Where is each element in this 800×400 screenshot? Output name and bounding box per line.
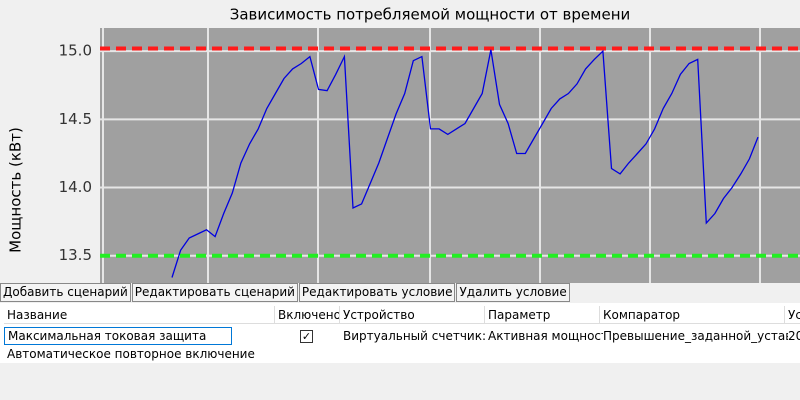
y-tick-label: 14.0 bbox=[59, 178, 92, 196]
toolbar: Добавить сценарий Редактировать сценарий Р… bbox=[0, 283, 571, 302]
line-series bbox=[171, 49, 759, 278]
checkbox-cell[interactable]: ✓ bbox=[275, 327, 340, 345]
column-header[interactable]: Ус bbox=[785, 306, 800, 324]
table-cell[interactable]: Виртуальный счетчик: #1 bbox=[343, 329, 488, 343]
y-tick-label: 14.5 bbox=[59, 110, 92, 128]
y-axis-label: Мощность (кВт) bbox=[7, 127, 25, 253]
toolbar-button[interactable]: Редактировать условие bbox=[298, 283, 456, 302]
toolbar-button[interactable]: Добавить сценарий bbox=[0, 283, 131, 302]
table: Название Включено Устройство Параметр Компар… bbox=[0, 303, 800, 363]
table-cell[interactable]: 20 bbox=[788, 329, 800, 343]
column-header[interactable]: Включено bbox=[275, 306, 340, 324]
column-header[interactable]: Параметр bbox=[485, 306, 600, 324]
table-cell[interactable]: Превышение_заданной_уставки bbox=[603, 329, 788, 343]
x-grid bbox=[102, 28, 761, 283]
table-cell[interactable]: Активная мощность bbox=[488, 329, 603, 343]
column-header[interactable]: Название bbox=[4, 306, 275, 324]
toolbar-button[interactable]: Редактировать сценарий bbox=[131, 283, 298, 302]
column-header[interactable]: Компаратор bbox=[600, 306, 785, 324]
column-header[interactable]: Устройство bbox=[340, 306, 485, 324]
checkbox[interactable]: ✓ bbox=[300, 330, 313, 343]
table-cell[interactable]: Автоматическое повторное включение bbox=[7, 347, 255, 361]
chart: Зависимость потребляемой мощности от вре… bbox=[7, 6, 800, 283]
table-cell[interactable]: Максимальная токовая защита bbox=[4, 327, 232, 345]
y-tick-label: 15.0 bbox=[59, 42, 92, 60]
toolbar-button[interactable]: Удалить условие bbox=[456, 283, 570, 302]
plot-area bbox=[100, 28, 800, 283]
y-tick-label: 13.5 bbox=[59, 246, 92, 264]
chart-title: Зависимость потребляемой мощности от вре… bbox=[230, 6, 631, 24]
